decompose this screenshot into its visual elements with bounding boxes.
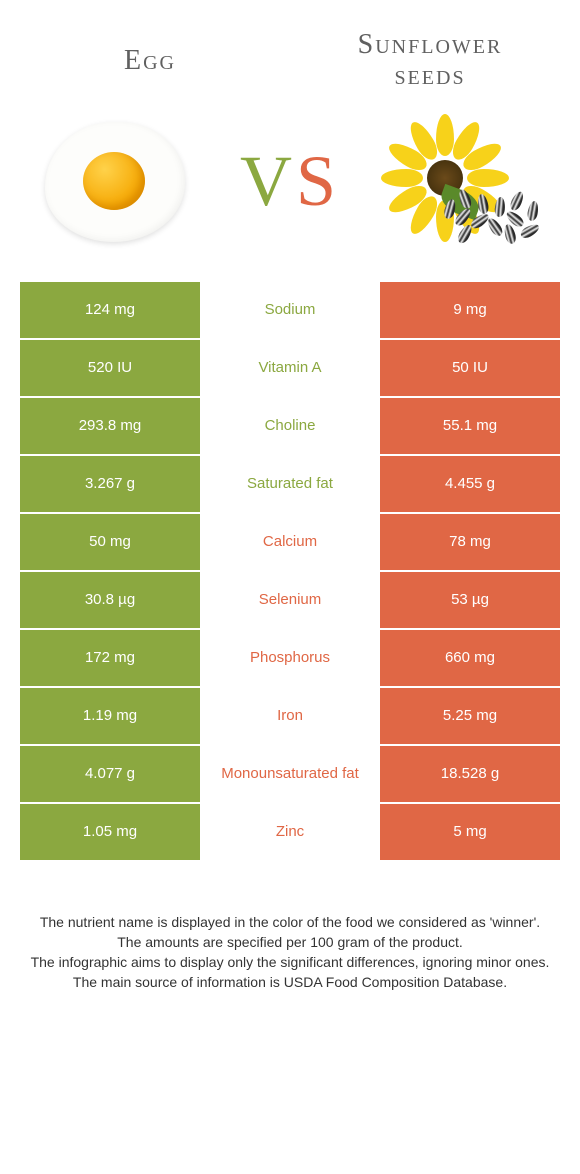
table-row: 3.267 gSaturated fat4.455 g — [20, 456, 560, 512]
table-row: 172 mgPhosphorus660 mg — [20, 630, 560, 686]
cell-nutrient-label: Zinc — [200, 804, 380, 860]
cell-nutrient-label: Monounsaturated fat — [200, 746, 380, 802]
cell-left-value: 172 mg — [20, 630, 200, 686]
footer-line-4: The main source of information is USDA F… — [30, 972, 550, 992]
cell-nutrient-label: Calcium — [200, 514, 380, 570]
nutrient-table: 124 mgSodium9 mg520 IUVitamin A50 IU293.… — [20, 282, 560, 860]
cell-left-value: 124 mg — [20, 282, 200, 338]
cell-left-value: 293.8 mg — [20, 398, 200, 454]
cell-nutrient-label: Saturated fat — [200, 456, 380, 512]
vs-row: VS — [20, 112, 560, 282]
cell-nutrient-label: Choline — [200, 398, 380, 454]
cell-nutrient-label: Phosphorus — [200, 630, 380, 686]
cell-right-value: 660 mg — [380, 630, 560, 686]
cell-right-value: 53 µg — [380, 572, 560, 628]
cell-left-value: 3.267 g — [20, 456, 200, 512]
cell-left-value: 4.077 g — [20, 746, 200, 802]
cell-nutrient-label: Vitamin A — [200, 340, 380, 396]
cell-left-value: 1.05 mg — [20, 804, 200, 860]
table-row: 520 IUVitamin A50 IU — [20, 340, 560, 396]
table-row: 1.05 mgZinc5 mg — [20, 804, 560, 860]
egg-yolk-shape — [83, 152, 145, 210]
cell-nutrient-label: Selenium — [200, 572, 380, 628]
cell-right-value: 18.528 g — [380, 746, 560, 802]
cell-left-value: 520 IU — [20, 340, 200, 396]
cell-left-value: 30.8 µg — [20, 572, 200, 628]
cell-right-value: 50 IU — [380, 340, 560, 396]
cell-right-value: 78 mg — [380, 514, 560, 570]
table-row: 293.8 mgCholine55.1 mg — [20, 398, 560, 454]
footer-line-1: The nutrient name is displayed in the co… — [30, 912, 550, 932]
sunflower-image — [380, 112, 550, 252]
table-row: 124 mgSodium9 mg — [20, 282, 560, 338]
footer: The nutrient name is displayed in the co… — [20, 862, 560, 993]
title-left: Egg — [50, 45, 250, 77]
vs-s: S — [296, 141, 340, 221]
vs-v: V — [240, 141, 296, 221]
cell-left-value: 1.19 mg — [20, 688, 200, 744]
egg-image — [30, 112, 200, 252]
cell-right-value: 9 mg — [380, 282, 560, 338]
cell-nutrient-label: Iron — [200, 688, 380, 744]
cell-right-value: 4.455 g — [380, 456, 560, 512]
table-row: 50 mgCalcium78 mg — [20, 514, 560, 570]
title-right: Sunflower seeds — [330, 30, 530, 92]
sunflower-seeds — [440, 189, 550, 244]
table-row: 1.19 mgIron5.25 mg — [20, 688, 560, 744]
vs-label: VS — [240, 140, 340, 223]
header: Egg Sunflower seeds — [20, 20, 560, 112]
cell-left-value: 50 mg — [20, 514, 200, 570]
egg-white-shape — [45, 122, 185, 242]
footer-line-3: The infographic aims to display only the… — [30, 952, 550, 972]
table-row: 4.077 gMonounsaturated fat18.528 g — [20, 746, 560, 802]
sunflower-wrap — [380, 112, 550, 252]
cell-right-value: 55.1 mg — [380, 398, 560, 454]
table-row: 30.8 µgSelenium53 µg — [20, 572, 560, 628]
cell-nutrient-label: Sodium — [200, 282, 380, 338]
cell-right-value: 5.25 mg — [380, 688, 560, 744]
footer-line-2: The amounts are specified per 100 gram o… — [30, 932, 550, 952]
cell-right-value: 5 mg — [380, 804, 560, 860]
